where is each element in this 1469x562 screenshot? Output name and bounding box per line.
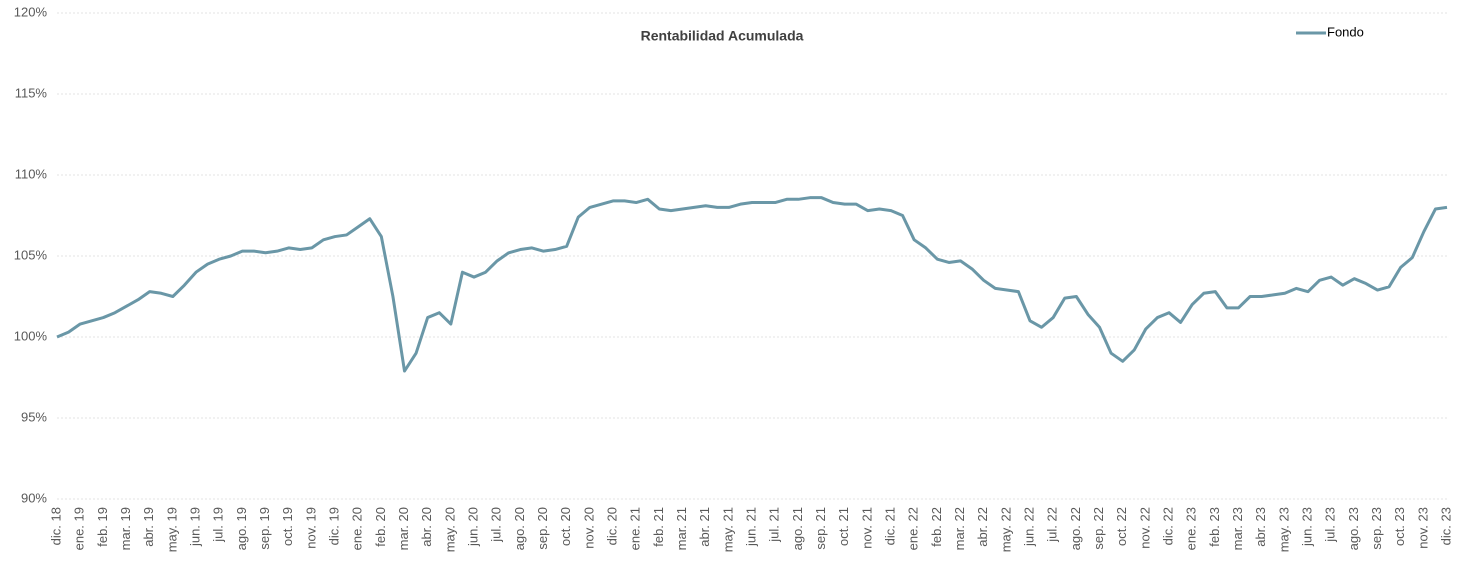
x-tick-label: may. 22 [998,507,1013,552]
legend-label: Fondo [1327,24,1364,39]
x-tick-label: nov. 19 [303,507,318,549]
x-tick-label: ene. 21 [628,507,643,550]
x-tick-label: jul. 23 [1323,507,1338,543]
x-tick-label: mar. 21 [674,507,689,550]
x-tick-label: oct. 22 [1114,507,1129,546]
x-tick-label: sep. 19 [257,507,272,550]
y-tick-label: 120% [14,4,48,19]
x-tick-label: nov. 23 [1415,507,1430,549]
x-tick-label: may. 20 [442,507,457,552]
x-tick-label: feb. 23 [1207,507,1222,547]
x-tick-label: abr. 20 [419,507,434,547]
series-line [56,196,1448,373]
x-tick-label: ene. 20 [350,507,365,550]
x-tick-label: feb. 21 [651,507,666,547]
x-tick-label: jun. 23 [1299,507,1314,547]
x-tick-label: oct. 23 [1392,507,1407,546]
x-tick-label: feb. 20 [373,507,388,547]
x-tick-label: ago. 23 [1346,507,1361,550]
x-tick-label: may. 23 [1276,507,1291,552]
x-tick-label: ago. 19 [234,507,249,550]
x-tick-label: ago. 21 [790,507,805,550]
x-tick-label: jul. 21 [767,507,782,543]
x-tick-label: abr. 19 [141,507,156,547]
x-tick-label: nov. 21 [859,507,874,549]
x-tick-label: abr. 23 [1253,507,1268,547]
x-tick-label: oct. 20 [558,507,573,546]
x-tick-label: may. 21 [720,507,735,552]
x-tick-label: ene. 22 [906,507,921,550]
x-tick-label: feb. 22 [929,507,944,547]
x-tick-label: jul. 20 [489,507,504,543]
x-tick-label: jun. 22 [1021,507,1036,547]
y-tick-label: 100% [14,328,48,343]
x-tick-label: mar. 22 [952,507,967,550]
x-tick-label: jun. 19 [187,507,202,547]
x-tick-label: mar. 23 [1230,507,1245,550]
x-tick-label: abr. 21 [697,507,712,547]
x-tick-label: nov. 20 [581,507,596,549]
x-tick-label: nov. 22 [1137,507,1152,549]
x-tick-label: jun. 21 [743,507,758,547]
x-tick-label: ago. 20 [512,507,527,550]
y-tick-label: 110% [15,166,48,181]
x-tick-label: dic. 18 [48,507,63,545]
x-tick-label: sep. 23 [1369,507,1384,550]
x-tick-label: jun. 20 [465,507,480,547]
x-tick-label: mar. 19 [118,507,133,550]
y-tick-label: 90% [21,490,47,505]
y-tick-label: 105% [14,247,48,262]
x-tick-label: feb. 19 [95,507,110,547]
x-tick-label: may. 19 [164,507,179,552]
x-tick-label: jul. 22 [1045,507,1060,543]
x-tick-label: sep. 20 [535,507,550,550]
x-tick-label: dic. 19 [326,507,341,545]
chart-title: Rentabilidad Acumulada [641,28,804,44]
x-tick-label: jul. 19 [211,507,226,543]
y-tick-label: 95% [21,409,47,424]
x-tick-label: dic. 20 [604,507,619,545]
x-tick-label: ago. 22 [1068,507,1083,550]
x-tick-label: sep. 22 [1091,507,1106,550]
x-tick-label: dic. 23 [1438,507,1453,545]
x-tick-label: dic. 22 [1160,507,1175,545]
y-tick-label: 115% [15,85,48,100]
x-tick-label: abr. 22 [975,507,990,547]
x-tick-label: ene. 23 [1184,507,1199,550]
x-tick-label: sep. 21 [813,507,828,550]
x-tick-label: oct. 21 [836,507,851,546]
x-tick-label: ene. 19 [72,507,87,550]
x-tick-label: oct. 19 [280,507,295,546]
x-tick-label: dic. 21 [882,507,897,545]
x-tick-label: mar. 20 [396,507,411,550]
